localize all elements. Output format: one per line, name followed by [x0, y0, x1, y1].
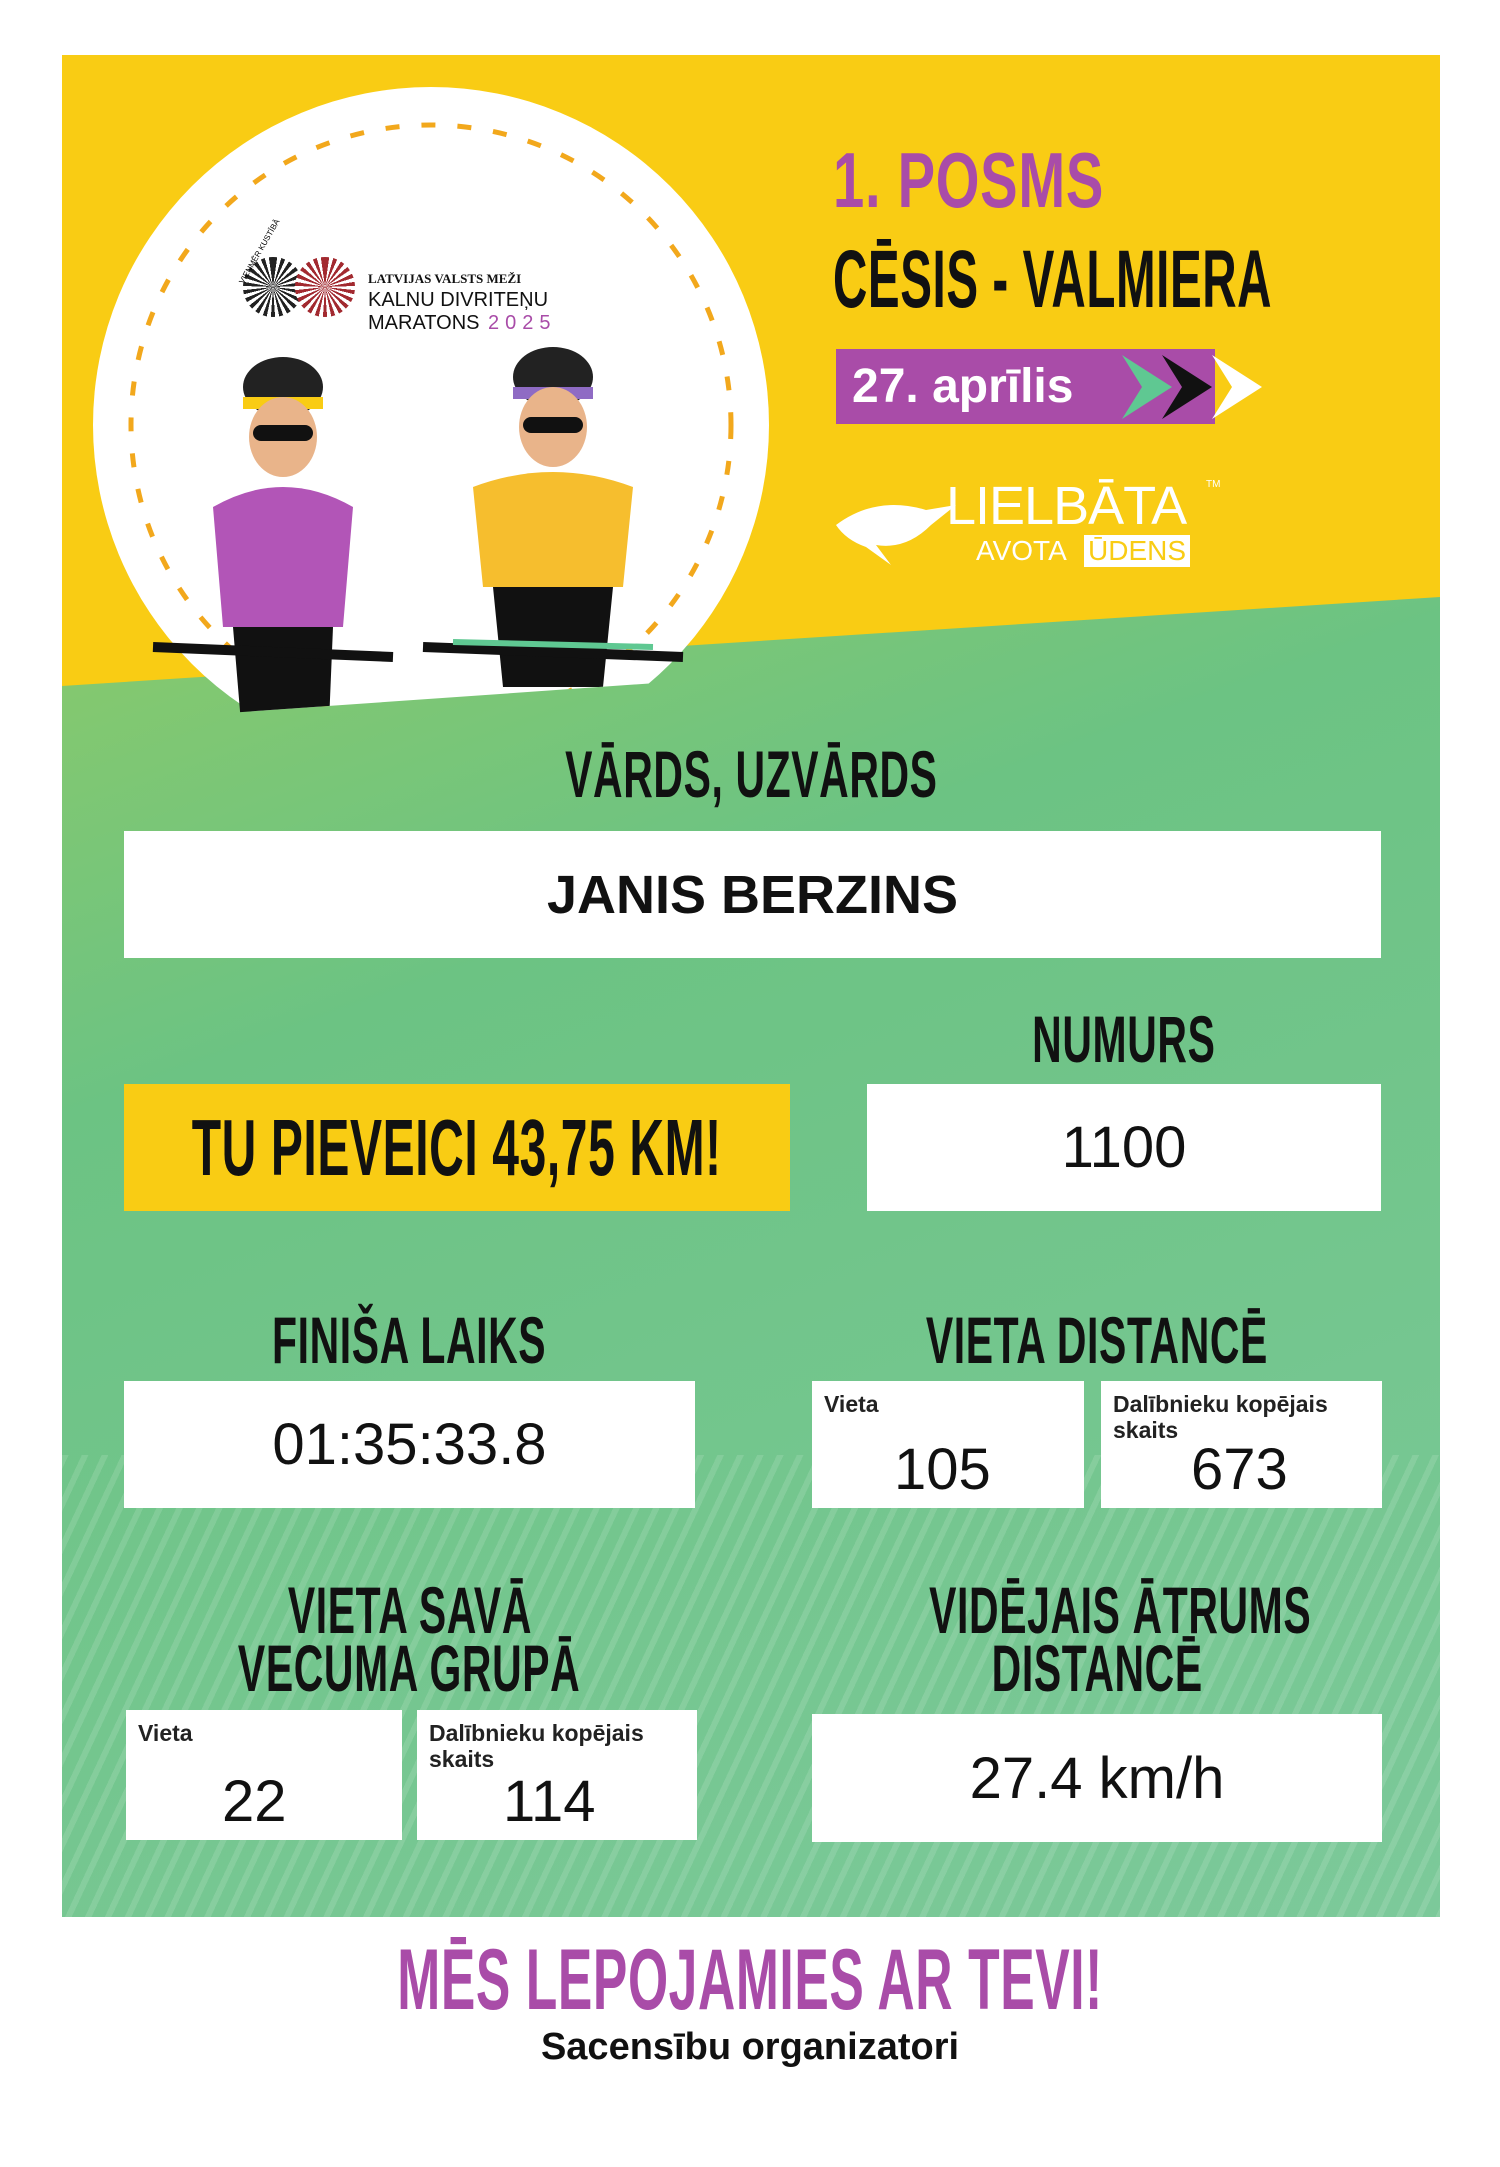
- bird-icon: [836, 505, 956, 565]
- sponsor-logo: LIELBĀTA TM AVOTA ŪDENS: [836, 475, 1236, 575]
- distance-banner: TU PIEVEICI 43,75 KM!: [124, 1084, 790, 1211]
- age-place: 22: [222, 1769, 287, 1834]
- footer-signature: Sacensību organizatori: [540, 2026, 960, 2068]
- date-text: 27. aprīlis: [852, 360, 1074, 413]
- number-box: 1100: [867, 1084, 1381, 1211]
- sponsor-sub1: AVOTA: [976, 535, 1067, 566]
- bib-number: 1100: [1061, 1115, 1187, 1180]
- arrow-icon: [1122, 355, 1262, 419]
- route-title: CĒSIS - VALMIERA: [833, 234, 1273, 325]
- age-place-box: Vieta 22: [126, 1710, 402, 1840]
- wheel-logo-icon: [243, 257, 303, 317]
- total-label: Dalībnieku kopējais skaits: [1113, 1391, 1328, 1443]
- logo-line3: MARATONS: [368, 312, 480, 334]
- place-label: Vieta: [824, 1391, 879, 1417]
- stage-title: 1. POSMS: [833, 136, 1105, 224]
- name-label: VĀRDS, UZVĀRDS: [564, 737, 938, 811]
- cyclists-icon: [128, 122, 734, 723]
- age-group-label: VIETA SAVĀ VECUMA GRUPĀ: [238, 1573, 581, 1705]
- certificate-poster: VIENMĒR KUSTĪBĀ LATVIJAS VALSTS MEŽI KAL…: [62, 55, 1440, 1917]
- age-total: 114: [503, 1769, 596, 1834]
- name-box: JANIS BERZINS: [124, 831, 1381, 958]
- logo-line1: LATVIJAS VALSTS MEŽI: [368, 271, 522, 286]
- overall-place: 105: [894, 1437, 991, 1502]
- place-label: Vieta: [138, 1720, 193, 1746]
- finish-label: FINIŠA LAIKS: [272, 1303, 547, 1377]
- footer-slogan: MĒS LEPOJAMIES AR TEVI!: [397, 1932, 1103, 2028]
- overall-label: VIETA DISTANCĒ: [925, 1303, 1269, 1377]
- wheel-logo-icon: [295, 257, 355, 317]
- sponsor-tm: TM: [1206, 479, 1221, 490]
- finish-time: 01:35:33.8: [272, 1412, 547, 1477]
- age-total-box: Dalībnieku kopējais skaits 114: [417, 1710, 697, 1840]
- overall-total: 673: [1191, 1437, 1288, 1502]
- speed-box: 27.4 km/h: [812, 1714, 1382, 1842]
- speed-label: VIDĒJAIS ĀTRUMS DISTANCĒ: [929, 1573, 1312, 1705]
- overall-place-box: Vieta 105: [812, 1381, 1084, 1508]
- sponsor-name: LIELBĀTA: [946, 476, 1187, 536]
- participant-name: JANIS BERZINS: [546, 864, 959, 925]
- total-label: Dalībnieku kopējais skaits: [429, 1720, 644, 1772]
- logo-year: 2025: [488, 312, 557, 334]
- event-logo: VIENMĒR KUSTĪBĀ LATVIJAS VALSTS MEŽI KAL…: [237, 217, 623, 367]
- number-label: NUMURS: [1032, 1002, 1216, 1076]
- finish-time-box: 01:35:33.8: [124, 1381, 695, 1508]
- avg-speed: 27.4 km/h: [969, 1745, 1225, 1811]
- cyclists-illustration: VIENMĒR KUSTĪBĀ LATVIJAS VALSTS MEŽI KAL…: [93, 87, 769, 723]
- sponsor-sub2: ŪDENS: [1084, 535, 1191, 567]
- overall-total-box: Dalībnieku kopējais skaits 673: [1101, 1381, 1382, 1508]
- logo-line2: KALNU DIVRITEŅU: [368, 289, 549, 311]
